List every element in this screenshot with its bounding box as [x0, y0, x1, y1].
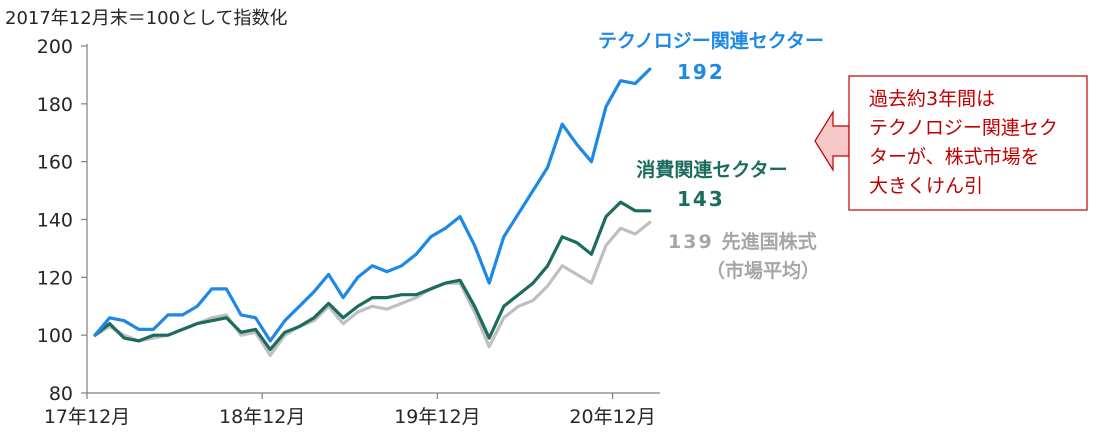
x-tick-label: 18年12月 — [219, 406, 305, 428]
x-tick-label: 20年12月 — [569, 406, 655, 428]
y-tick-label: 160 — [37, 152, 73, 174]
callout-line: 過去約3年間は — [869, 88, 995, 110]
series-line-tech — [93, 67, 652, 343]
chart-series-labels: テクノロジー関連セクター 192 消費関連セクター 143 139 先進国株式 （市場平均） — [598, 29, 824, 282]
series-label-tech: テクノロジー関連セクター — [598, 29, 824, 52]
callout-arrow-icon — [814, 109, 850, 173]
callout-line: 大きくけん引 — [869, 175, 983, 197]
series-value-developed: 139 — [668, 231, 714, 253]
series-value-tech: 192 — [677, 60, 725, 84]
series-label-developed: 139 先進国株式 — [668, 230, 817, 253]
series-line-developed — [93, 220, 652, 357]
series-line-consumer — [93, 200, 652, 352]
y-tick-label: 80 — [49, 383, 73, 405]
callout-line: ターが、株式市場を — [869, 146, 1040, 168]
y-tick-label: 200 — [37, 36, 73, 58]
series-name-sub-developed: （市場平均） — [706, 259, 820, 282]
series-name-developed: 先進国株式 — [722, 230, 817, 253]
series-label-consumer: 消費関連セクター — [636, 158, 787, 181]
callout-box — [848, 75, 1088, 211]
callout-line: テクノロジー関連セク — [869, 117, 1058, 139]
chart-series-lines — [93, 67, 652, 357]
series-value-consumer: 143 — [677, 187, 725, 211]
y-tick-label: 120 — [37, 267, 73, 289]
chart-note: 2017年12月末＝100として指数化 — [5, 8, 288, 29]
y-tick-label: 180 — [37, 94, 73, 116]
chart-axes: 80 100 120 140 160 180 200 17年12月 18年12月 19年12月 20… — [37, 36, 660, 428]
y-tick-label: 140 — [37, 210, 73, 232]
y-tick-label: 100 — [37, 325, 73, 347]
x-tick-label: 19年12月 — [394, 406, 480, 428]
x-tick-label: 17年12月 — [44, 406, 130, 428]
